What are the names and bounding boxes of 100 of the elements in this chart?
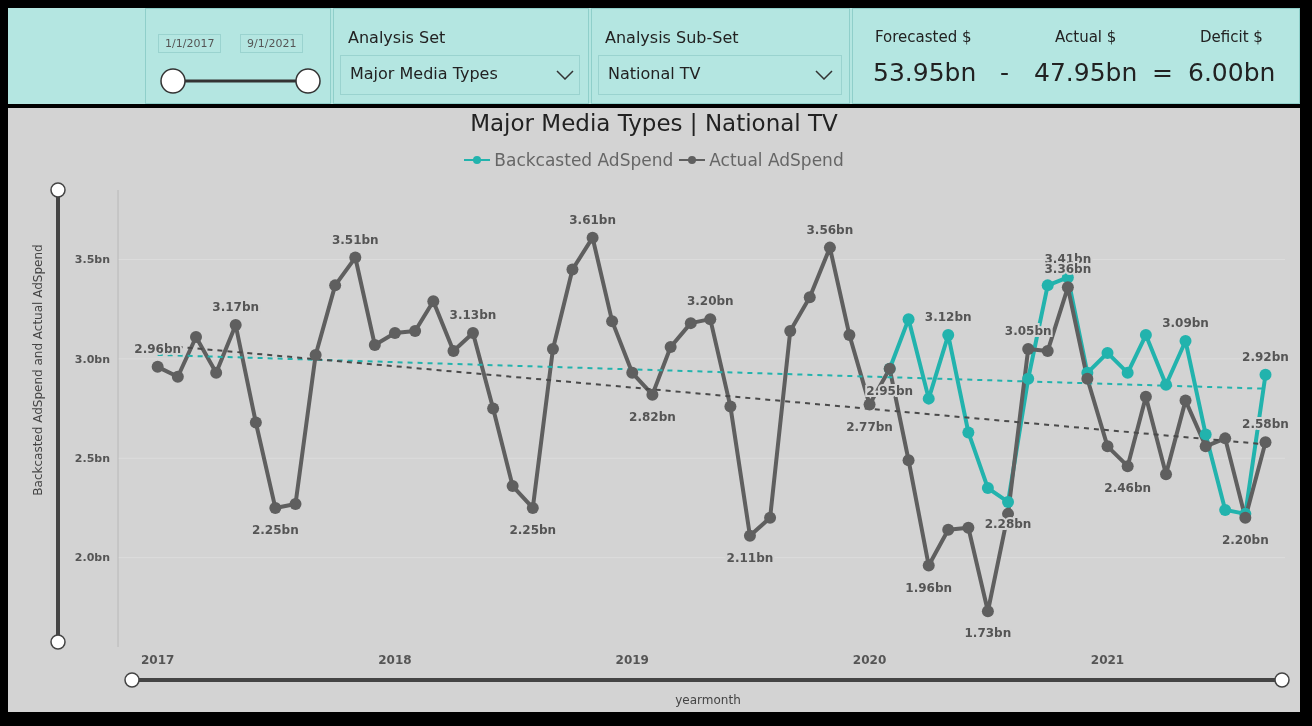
text: Actual $ <box>1055 28 1117 46</box>
data-label: 3.36bn <box>1044 262 1092 277</box>
point <box>1199 440 1212 453</box>
text: Forecasted $ <box>875 28 972 46</box>
point <box>1239 511 1252 524</box>
point <box>1081 372 1094 385</box>
point <box>171 370 184 383</box>
point <box>447 344 460 357</box>
point <box>586 231 599 244</box>
point <box>922 559 935 572</box>
point <box>606 315 619 328</box>
data-label: 2.11bn <box>726 550 774 565</box>
point <box>151 360 164 373</box>
data-label: 3.09bn <box>1162 316 1209 331</box>
text: 53.95bn <box>873 58 977 87</box>
point <box>1101 440 1114 453</box>
y-tick-label: 3.0bn <box>74 352 110 366</box>
point <box>962 426 975 439</box>
point <box>269 501 282 514</box>
text: 6.00bn <box>1188 58 1276 87</box>
data-label: 3.61bn <box>569 212 616 227</box>
legend-label: Backcasted AdSpend <box>494 150 674 170</box>
point <box>704 313 717 326</box>
point <box>1259 368 1272 381</box>
point <box>546 342 559 355</box>
text: Analysis Sub-Set <box>605 28 739 47</box>
point <box>388 327 401 340</box>
point <box>1179 394 1192 407</box>
point <box>329 279 342 292</box>
point <box>1160 468 1173 481</box>
point <box>526 501 539 514</box>
point <box>1259 436 1272 449</box>
point <box>466 327 479 340</box>
text: = <box>1152 58 1173 87</box>
point <box>922 392 935 405</box>
data-label: 3.51bn <box>331 232 379 247</box>
data-label: 3.17bn <box>212 300 260 315</box>
point <box>684 317 697 330</box>
data-label: 2.46bn <box>1104 481 1152 496</box>
point <box>427 295 440 308</box>
data-label: 2.25bn <box>251 522 299 537</box>
text: - <box>1000 58 1010 87</box>
point <box>1219 503 1232 516</box>
text: 9/1/2021 <box>240 34 304 53</box>
text: 47.95bn <box>1034 58 1138 87</box>
data-label: 1.73bn <box>964 626 1012 641</box>
point <box>487 402 500 415</box>
point <box>1022 342 1035 355</box>
y-tick-label: 2.5bn <box>74 452 110 466</box>
data-label: 1.96bn <box>905 580 953 595</box>
point <box>803 291 816 304</box>
x-tick-label: 2017 <box>140 652 175 667</box>
point <box>1139 390 1152 403</box>
data-label: 3.20bn <box>686 294 734 309</box>
point <box>506 480 519 493</box>
point <box>823 241 836 254</box>
data-label: 3.12bn <box>924 310 972 325</box>
text: National TV <box>608 64 701 83</box>
point <box>368 338 381 351</box>
point <box>1199 428 1212 441</box>
y-tick-label: 2.0bn <box>74 551 110 565</box>
point <box>566 263 579 276</box>
data-label: 2.92bn <box>1242 349 1289 364</box>
point <box>664 340 677 353</box>
point <box>1121 460 1134 473</box>
text: Analysis Set <box>348 28 446 47</box>
legend-label: Actual AdSpend <box>709 150 844 170</box>
point <box>349 251 362 264</box>
point <box>1041 279 1054 292</box>
point <box>1002 495 1015 508</box>
chart-title: Major Media Types | National TV <box>469 110 839 136</box>
data-label: 2.25bn <box>509 522 557 537</box>
data-label: 3.56bn <box>806 222 854 237</box>
x-tick-label: 2019 <box>615 652 649 667</box>
point <box>1121 366 1134 379</box>
point <box>1139 329 1152 342</box>
data-label: 2.96bn <box>134 341 182 356</box>
y-axis-title: Backcasted AdSpend and Actual AdSpend <box>31 244 45 496</box>
x-tick-label: 2021 <box>1090 652 1125 667</box>
point <box>784 325 797 338</box>
point <box>902 454 915 467</box>
point <box>1022 372 1035 385</box>
point <box>843 329 856 342</box>
point <box>743 529 756 542</box>
point <box>1041 344 1054 357</box>
point <box>626 366 639 379</box>
text: 1/1/2017 <box>158 34 222 53</box>
point <box>289 497 302 510</box>
point <box>863 398 876 411</box>
point <box>981 482 994 495</box>
point <box>249 416 262 429</box>
x-tick-label: 2020 <box>852 652 887 667</box>
point <box>646 388 659 401</box>
text: Deficit $ <box>1200 28 1263 46</box>
text: Major Media Types <box>350 64 498 83</box>
point <box>1160 378 1173 391</box>
point <box>981 605 994 618</box>
data-label: 3.13bn <box>449 308 497 323</box>
point <box>764 511 777 524</box>
data-label: 2.82bn <box>629 409 676 424</box>
